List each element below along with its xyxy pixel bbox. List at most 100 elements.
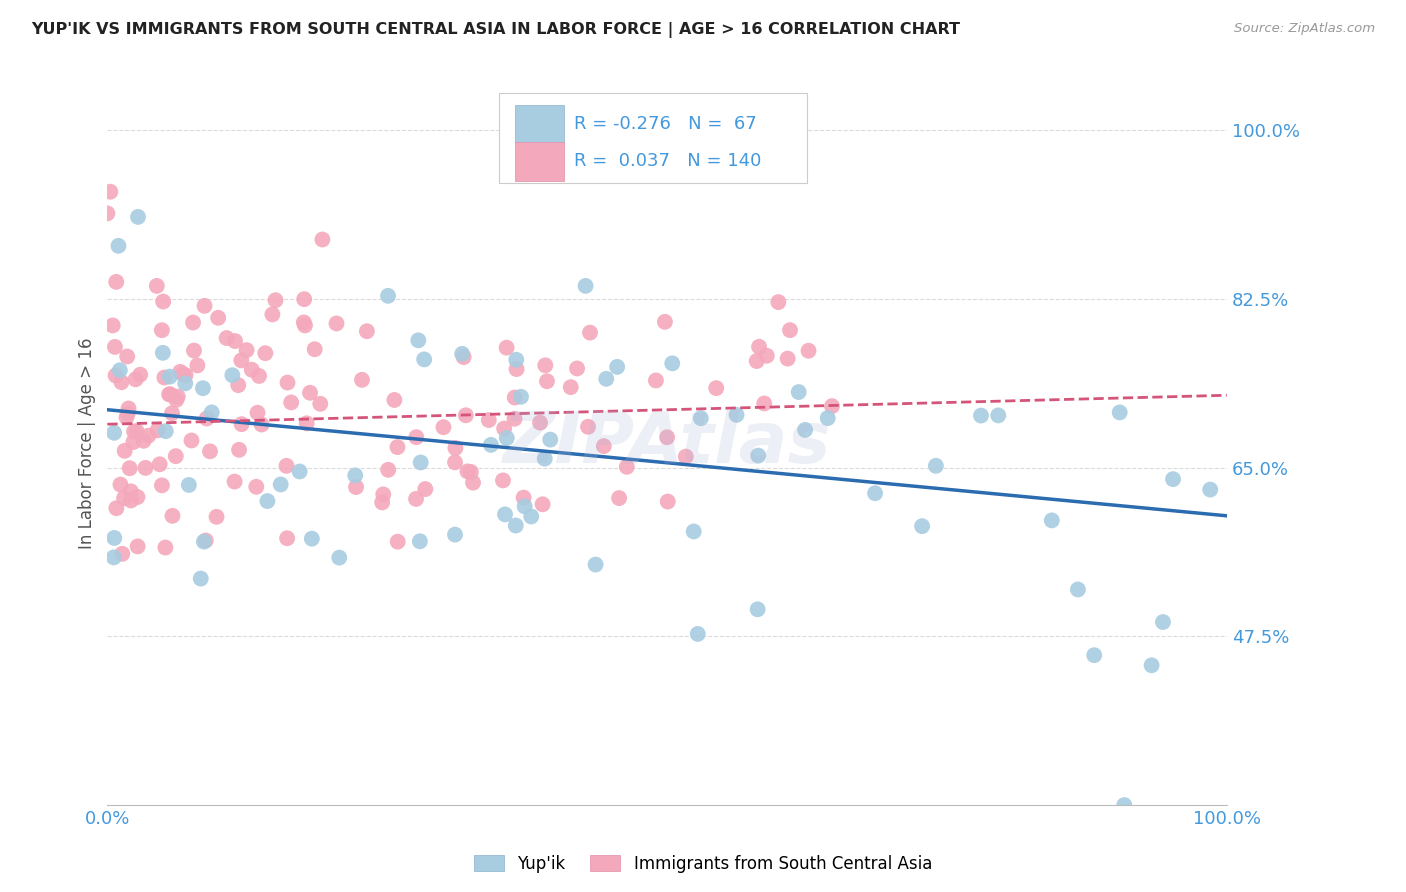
Point [124, 372, 146, 386]
Point [415, 482, 437, 496]
Point [276, 376, 298, 390]
Point [1152, 615, 1174, 629]
Point [172, 368, 194, 382]
Point [226, 378, 249, 392]
Point [127, 540, 149, 554]
Point [970, 409, 993, 423]
Point [387, 534, 409, 549]
Point [105, 275, 128, 289]
Point [108, 363, 131, 377]
Point [325, 317, 347, 331]
Point [576, 419, 599, 434]
Point [299, 385, 322, 400]
Point [821, 399, 844, 413]
Point [304, 343, 326, 357]
Point [794, 423, 817, 437]
Point [280, 395, 302, 409]
Point [536, 374, 558, 388]
Point [191, 381, 214, 395]
Point [245, 480, 267, 494]
Point [295, 417, 318, 431]
Point [207, 310, 229, 325]
Point [114, 443, 136, 458]
Point [215, 331, 238, 345]
Point [159, 369, 181, 384]
Point [505, 352, 527, 367]
Point [146, 279, 169, 293]
Point [686, 627, 709, 641]
Point [585, 558, 607, 572]
Point [405, 430, 427, 444]
Point [505, 518, 527, 533]
Point [444, 527, 467, 541]
Point [264, 293, 287, 308]
Point [127, 210, 149, 224]
Point [120, 493, 142, 508]
Point [592, 439, 614, 453]
Point [254, 346, 277, 360]
Point [159, 387, 181, 401]
Point [292, 292, 315, 306]
Point [190, 572, 212, 586]
Point [755, 349, 778, 363]
Point [328, 550, 350, 565]
Point [408, 334, 430, 348]
Point [387, 440, 409, 454]
Point [495, 431, 517, 445]
Point [98, 185, 121, 199]
Point [1040, 513, 1063, 527]
Point [153, 370, 176, 384]
Point [1067, 582, 1090, 597]
Text: YUP'IK VS IMMIGRANTS FROM SOUTH CENTRAL ASIA IN LABOR FORCE | AGE > 16 CORRELATI: YUP'IK VS IMMIGRANTS FROM SOUTH CENTRAL … [31, 22, 960, 38]
Point [221, 368, 243, 383]
Point [492, 474, 515, 488]
Point [373, 487, 395, 501]
Point [149, 457, 172, 471]
Point [377, 463, 399, 477]
Point [384, 392, 406, 407]
Point [138, 428, 160, 442]
Point [162, 508, 184, 523]
Point [107, 239, 129, 253]
Point [146, 424, 169, 438]
Point [103, 425, 125, 440]
Point [787, 385, 810, 400]
Point [607, 491, 630, 505]
Point [776, 351, 799, 366]
Point [606, 359, 628, 374]
Point [122, 425, 145, 439]
Point [797, 343, 820, 358]
Point [505, 362, 527, 376]
Point [748, 340, 770, 354]
Point [513, 500, 536, 514]
Point [579, 326, 602, 340]
Point [228, 442, 250, 457]
Point [779, 323, 801, 337]
Point [1199, 483, 1222, 497]
Point [127, 490, 149, 504]
Point [118, 461, 141, 475]
Point [276, 458, 298, 473]
Point [288, 465, 311, 479]
Point [444, 441, 467, 455]
Point [595, 372, 617, 386]
Point [183, 343, 205, 358]
Point [256, 494, 278, 508]
Point [745, 354, 768, 368]
Point [157, 387, 180, 401]
Point [240, 363, 263, 377]
Point [405, 491, 427, 506]
Point [456, 464, 478, 478]
Point [344, 480, 367, 494]
Text: Source: ZipAtlas.com: Source: ZipAtlas.com [1234, 22, 1375, 36]
Point [101, 318, 124, 333]
Point [350, 373, 373, 387]
Point [120, 484, 142, 499]
Point [181, 316, 204, 330]
Point [201, 405, 224, 419]
Point [129, 368, 152, 382]
Point [413, 352, 436, 367]
Point [768, 295, 790, 310]
Point [454, 409, 477, 423]
Point [115, 350, 138, 364]
